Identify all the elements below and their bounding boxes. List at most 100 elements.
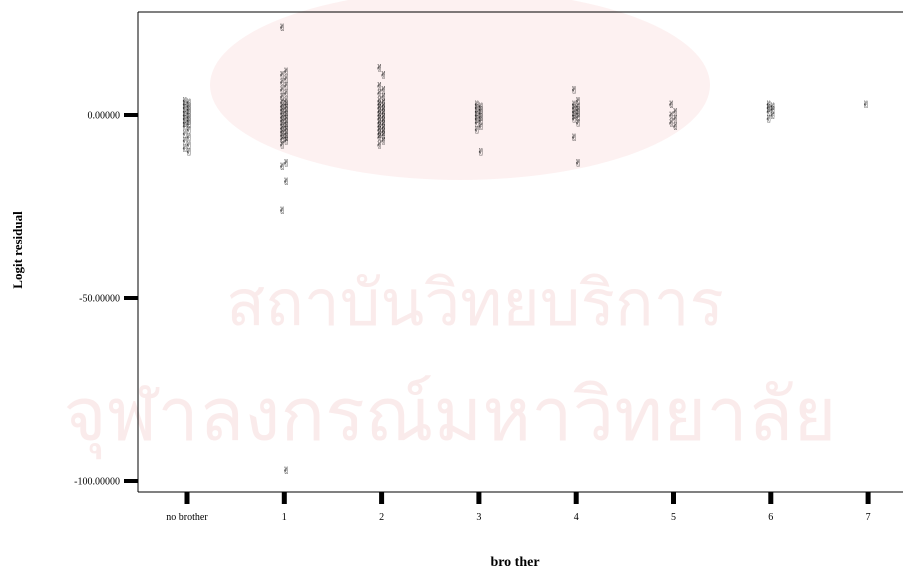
data-point: ✌ (379, 109, 387, 120)
data-point: ✌ (570, 85, 578, 96)
data-point: ✌ (278, 124, 286, 135)
data-point: ✌ (671, 107, 679, 118)
data-point: ✌ (379, 106, 387, 117)
data-point: ✌ (379, 113, 387, 124)
data-point: ✌ (473, 107, 481, 118)
data-point: ✌ (185, 109, 193, 120)
data-point: ✌ (477, 116, 485, 127)
data-point: ✌ (477, 122, 485, 133)
x-tick (281, 492, 287, 504)
x-axis-title: bro ther (490, 555, 539, 568)
data-point: ✌ (574, 113, 582, 124)
data-point: ✌ (181, 144, 189, 155)
data-point: ✌ (185, 126, 193, 137)
data-point: ✌ (574, 159, 582, 170)
data-point: ✌ (765, 100, 773, 111)
data-point: ✌ (570, 100, 578, 111)
data-point: ✌ (282, 129, 290, 140)
watermark-line-2: จุฬาลงกรณ์มหาวิทยาลัย (63, 372, 836, 460)
data-point: ✌ (667, 118, 675, 129)
data-point: ✌ (278, 71, 286, 82)
x-tick-label: 6 (768, 512, 773, 523)
data-point: ✌ (379, 124, 387, 135)
plot-frame (137, 11, 903, 493)
data-point: ✌ (278, 23, 286, 34)
data-point: ✌ (473, 118, 481, 129)
data-point: ✌ (185, 140, 193, 151)
data-point: ✌ (181, 137, 189, 148)
x-tick (573, 492, 579, 504)
data-point: ✌ (375, 82, 383, 93)
x-tick (671, 492, 676, 504)
data-points: ✌✌✌✌✌✌✌✌✌✌✌✌✌✌✌✌✌✌✌✌✌✌✌✌✌✌✌✌✌✌✌✌✌✌✌✌✌✌✌✌… (181, 23, 870, 477)
data-point: ✌ (282, 67, 290, 78)
data-point: ✌ (765, 115, 773, 126)
watermark-line-1: สถาบันวิทยบริการ (226, 267, 724, 341)
y-axis: -100.00000 -50.00000 0.00000 (74, 111, 138, 488)
x-tick-label: 2 (379, 512, 384, 523)
data-point: ✌ (379, 71, 387, 82)
data-point: ✌ (477, 109, 485, 120)
data-point: ✌ (278, 106, 286, 117)
watermark-emblem (210, 0, 710, 180)
data-point: ✌ (375, 100, 383, 111)
data-point: ✌ (477, 148, 485, 159)
x-tick (865, 492, 871, 504)
data-point: ✌ (473, 111, 481, 122)
x-tick-label: 4 (574, 512, 579, 523)
data-point: ✌ (769, 111, 777, 122)
data-point: ✌ (181, 122, 189, 133)
data-point: ✌ (375, 115, 383, 126)
x-tick-label: no brother (166, 512, 208, 523)
data-point: ✌ (278, 85, 286, 96)
data-point: ✌ (185, 98, 193, 109)
x-tick (476, 492, 482, 504)
data-point: ✌ (671, 122, 679, 133)
data-point: ✌ (278, 113, 286, 124)
data-point: ✌ (282, 74, 290, 85)
data-point: ✌ (278, 140, 286, 151)
y-axis-title: Logit residual (10, 211, 25, 289)
data-point: ✌ (181, 115, 189, 126)
data-point: ✌ (375, 111, 383, 122)
data-point: ✌ (765, 107, 773, 118)
data-point: ✌ (574, 102, 582, 113)
data-point: ✌ (375, 107, 383, 118)
data-point: ✌ (278, 127, 286, 138)
data-point: ✌ (282, 96, 290, 107)
data-point: ✌ (181, 129, 189, 140)
data-point: ✌ (278, 120, 286, 131)
data-point: ✌ (282, 126, 290, 137)
data-point: ✌ (570, 115, 578, 126)
x-tick-label: 7 (866, 512, 871, 523)
data-point: ✌ (570, 107, 578, 118)
data-point: ✌ (282, 133, 290, 144)
data-point: ✌ (375, 118, 383, 129)
data-point: ✌ (282, 115, 290, 126)
data-point: ✌ (282, 122, 290, 133)
data-point: ✌ (282, 82, 290, 93)
data-point: ✌ (379, 102, 387, 113)
data-point: ✌ (185, 102, 193, 113)
data-point: ✌ (181, 104, 189, 115)
data-point: ✌ (185, 120, 193, 131)
data-point: ✌ (278, 98, 286, 109)
data-point: ✌ (282, 118, 290, 129)
data-point: ✌ (379, 131, 387, 142)
data-point: ✌ (574, 106, 582, 117)
data-point: ✌ (473, 126, 481, 137)
x-axis: no brother 1 2 3 4 5 6 7 (166, 492, 871, 523)
data-point: ✌ (379, 98, 387, 109)
data-point: ✌ (181, 111, 189, 122)
data-point: ✌ (181, 107, 189, 118)
data-point: ✌ (379, 120, 387, 131)
data-point: ✌ (570, 111, 578, 122)
x-tick-label: 1 (282, 512, 287, 523)
data-point: ✌ (282, 107, 290, 118)
data-point: ✌ (379, 127, 387, 138)
data-point: ✌ (375, 133, 383, 144)
data-point: ✌ (282, 104, 290, 115)
data-point: ✌ (278, 116, 286, 127)
data-point: ✌ (667, 111, 675, 122)
